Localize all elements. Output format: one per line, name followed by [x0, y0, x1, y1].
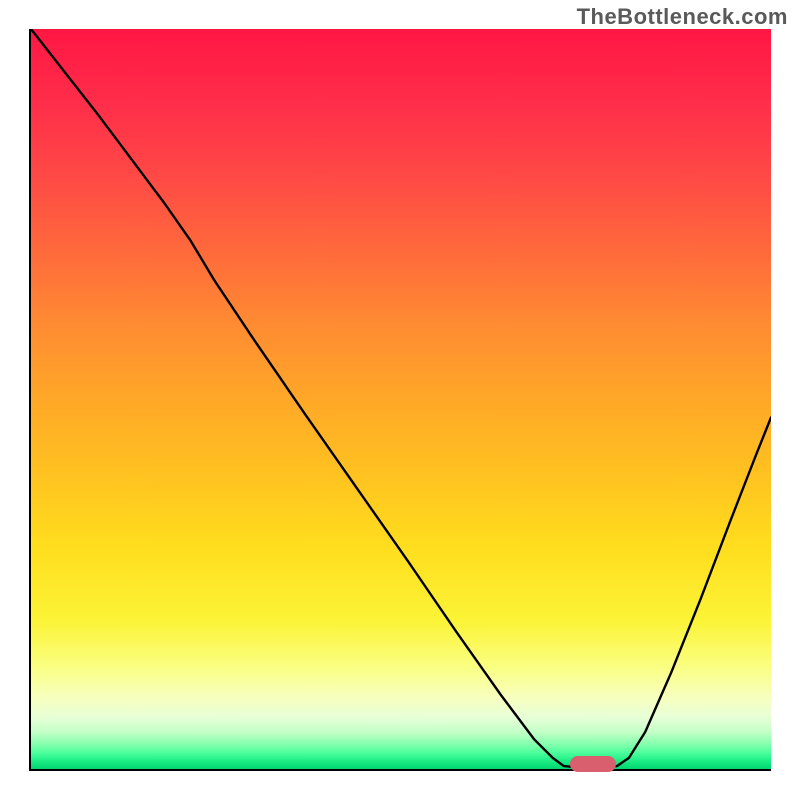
gradient-background	[31, 29, 771, 769]
watermark-text: TheBottleneck.com	[577, 4, 788, 30]
plot-area	[29, 29, 771, 771]
optimal-marker	[570, 756, 616, 772]
